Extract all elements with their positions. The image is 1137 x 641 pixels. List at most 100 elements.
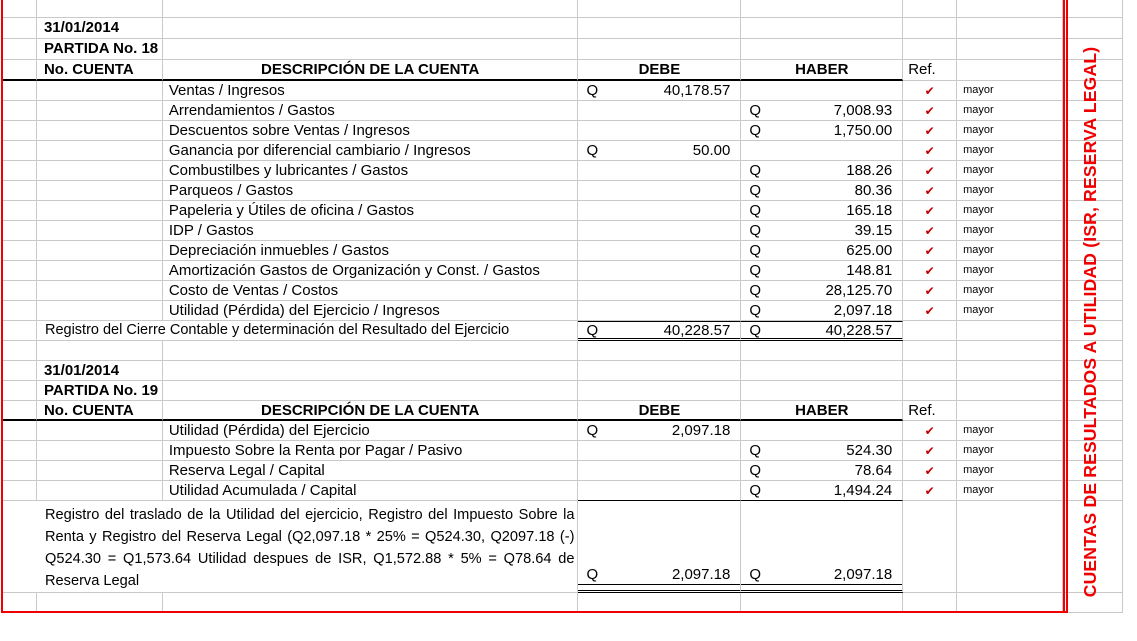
cell-empty[interactable] [3, 181, 37, 201]
ref-cell[interactable]: ✔ [903, 141, 958, 161]
debe-cell[interactable] [578, 241, 742, 261]
cell-empty[interactable] [3, 121, 37, 141]
cell-empty[interactable] [3, 101, 37, 121]
haber-cell[interactable]: Q 524.30 [741, 441, 904, 461]
haber-cell[interactable]: Q 1,494.24 [741, 481, 904, 501]
cell-empty[interactable] [903, 501, 958, 593]
cell-empty[interactable] [578, 381, 742, 401]
haber-cell[interactable]: Q 78.64 [741, 461, 904, 481]
account-description-cell[interactable]: Amortización Gastos de Organización y Co… [162, 261, 579, 281]
haber-cell[interactable]: Q 188.26 [741, 161, 904, 181]
cell-empty[interactable] [162, 18, 579, 39]
debe-cell[interactable]: Q 2,097.18 [578, 421, 742, 441]
cell-empty[interactable] [162, 381, 579, 401]
ref-cell[interactable]: ✔ [903, 241, 958, 261]
cell-no-cuenta[interactable] [36, 421, 163, 441]
ref-cell[interactable]: ✔ [903, 221, 958, 241]
cell-no-cuenta[interactable] [36, 141, 163, 161]
cell-empty[interactable] [3, 593, 37, 613]
cell-empty[interactable] [741, 0, 904, 18]
mayor-cell[interactable]: mayor [957, 301, 1064, 321]
mayor-cell[interactable]: mayor [957, 281, 1064, 301]
cell-empty[interactable] [957, 39, 1064, 60]
cell-no-cuenta[interactable] [36, 481, 163, 501]
ref-cell[interactable]: ✔ [903, 481, 958, 501]
cell-empty[interactable] [1068, 141, 1123, 161]
cell-empty[interactable] [957, 18, 1064, 39]
cell-empty[interactable] [1068, 0, 1124, 18]
ref-cell[interactable]: ✔ [903, 81, 958, 101]
account-description-cell[interactable]: Papeleria y Útiles de oficina / Gastos [162, 201, 579, 221]
header-ref[interactable]: Ref. [903, 60, 958, 81]
debe-cell[interactable] [578, 261, 742, 281]
cell-empty[interactable] [1068, 201, 1123, 221]
ref-cell[interactable]: ✔ [903, 101, 958, 121]
ref-cell[interactable]: ✔ [903, 261, 958, 281]
closing-entry-label[interactable]: Registro del Cierre Contable y determina… [36, 321, 579, 341]
account-description-cell[interactable]: Utilidad (Pérdida) del Ejercicio / Ingre… [162, 301, 579, 321]
cell-empty[interactable] [1068, 461, 1123, 481]
entry-date[interactable]: 31/01/2014 [36, 18, 163, 39]
mayor-cell[interactable]: mayor [957, 481, 1064, 501]
cell-empty[interactable] [741, 381, 904, 401]
cell-empty[interactable] [1068, 593, 1124, 613]
cell-empty[interactable] [957, 60, 1064, 81]
cell-empty[interactable] [1068, 441, 1123, 461]
cell-empty[interactable] [1068, 421, 1123, 441]
partida-number[interactable]: PARTIDA No. 18 [36, 39, 163, 60]
cell-empty[interactable] [1068, 481, 1123, 501]
cell-empty[interactable] [162, 39, 579, 60]
account-description-cell[interactable]: Parqueos / Gastos [162, 181, 579, 201]
haber-cell[interactable] [741, 141, 904, 161]
cell-empty[interactable] [741, 18, 904, 39]
cell-empty[interactable] [1068, 341, 1124, 361]
cell-no-cuenta[interactable] [36, 121, 163, 141]
cell-no-cuenta[interactable] [36, 201, 163, 221]
account-description-cell[interactable]: Arrendamientos / Gastos [162, 101, 579, 121]
header-ref[interactable]: Ref. [903, 401, 958, 421]
haber-cell[interactable]: Q 1,750.00 [741, 121, 904, 141]
header-descripcion[interactable]: DESCRIPCIÓN DE LA CUENTA [162, 60, 579, 81]
debe-cell[interactable] [578, 101, 742, 121]
cell-empty[interactable] [957, 341, 1064, 361]
cell-empty[interactable] [903, 593, 958, 613]
cell-empty[interactable] [903, 361, 958, 381]
cell-empty[interactable] [162, 341, 579, 361]
ref-cell[interactable]: ✔ [903, 461, 958, 481]
debe-cell[interactable] [578, 461, 742, 481]
header-debe[interactable]: DEBE [578, 60, 742, 81]
haber-cell[interactable] [741, 81, 904, 101]
haber-cell[interactable]: Q 165.18 [741, 201, 904, 221]
cell-empty[interactable] [3, 481, 37, 501]
mayor-cell[interactable]: mayor [957, 441, 1064, 461]
cell-empty[interactable] [578, 39, 742, 60]
haber-cell[interactable]: Q 80.36 [741, 181, 904, 201]
cell-empty[interactable] [1068, 381, 1124, 401]
cell-empty[interactable] [578, 593, 742, 613]
cell-empty[interactable] [3, 441, 37, 461]
cell-empty[interactable] [1068, 81, 1123, 101]
haber-total-cell[interactable]: Q 40,228.57 [741, 321, 904, 341]
header-debe[interactable]: DEBE [578, 401, 742, 421]
cell-empty[interactable] [741, 361, 904, 381]
cell-empty[interactable] [1068, 281, 1123, 301]
cell-empty[interactable] [957, 381, 1064, 401]
account-description-cell[interactable]: Ganancia por diferencial cambiario / Ing… [162, 141, 579, 161]
debe-cell[interactable] [578, 281, 742, 301]
cell-empty[interactable] [36, 0, 163, 18]
ref-cell[interactable]: ✔ [903, 281, 958, 301]
debe-cell[interactable]: Q 40,178.57 [578, 81, 742, 101]
cell-empty[interactable] [578, 341, 742, 361]
cell-empty[interactable] [903, 321, 958, 341]
debe-cell[interactable]: Q 50.00 [578, 141, 742, 161]
cell-empty[interactable] [578, 361, 742, 381]
cell-no-cuenta[interactable] [36, 261, 163, 281]
ref-cell[interactable]: ✔ [903, 421, 958, 441]
mayor-cell[interactable]: mayor [957, 201, 1064, 221]
cell-empty[interactable] [1068, 18, 1124, 39]
debe-cell[interactable] [578, 181, 742, 201]
cell-empty[interactable] [741, 341, 904, 361]
entry-note[interactable]: Registro del traslado de la Utilidad del… [3, 501, 579, 593]
cell-empty[interactable] [578, 18, 742, 39]
cell-empty[interactable] [3, 301, 37, 321]
